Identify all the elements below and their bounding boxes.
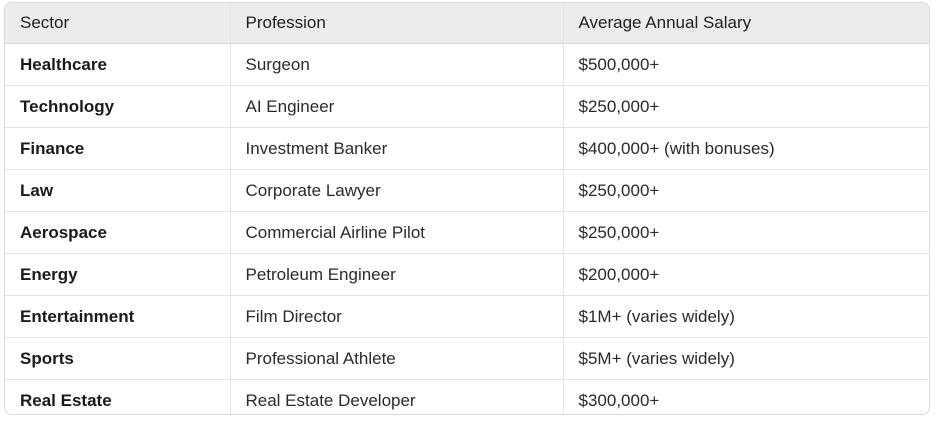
cell-sector: Law — [5, 169, 230, 212]
table-row: Aerospace Commercial Airline Pilot $250,… — [5, 211, 929, 254]
table-row: Sports Professional Athlete $5M+ (varies… — [5, 337, 929, 380]
cell-sector: Entertainment — [5, 295, 230, 338]
cell-profession: Surgeon — [229, 43, 563, 86]
cell-sector: Real Estate — [20, 390, 112, 410]
cell-profession: Film Director — [229, 295, 563, 338]
cell-salary: $400,000+ (with bonuses) — [562, 127, 929, 170]
cell-profession: Petroleum Engineer — [229, 253, 563, 296]
header-profession: Profession — [229, 3, 563, 44]
cell-salary: $200,000+ — [562, 253, 929, 296]
cell-salary: $250,000+ — [562, 85, 929, 128]
cell-profession: Corporate Lawyer — [229, 169, 563, 212]
header-salary: Average Annual Salary — [562, 3, 929, 44]
table-row: Real Estate Real Estate Developer $300,0… — [5, 379, 929, 414]
table-header-row: Sector Profession Average Annual Salary — [5, 3, 929, 44]
table-row: Finance Investment Banker $400,000+ (wit… — [5, 127, 929, 170]
table-row: Law Corporate Lawyer $250,000+ — [5, 169, 929, 212]
cell-salary: $250,000+ — [562, 211, 929, 254]
table-row: Energy Petroleum Engineer $200,000+ — [5, 253, 929, 296]
cell-salary: $300,000+ — [562, 379, 929, 414]
cell-profession: Professional Athlete — [229, 337, 563, 380]
header-sector: Sector — [5, 3, 230, 44]
table-row: Technology AI Engineer $250,000+ — [5, 85, 929, 128]
cell-sector: Healthcare — [5, 43, 230, 86]
cell-salary: $250,000+ — [562, 169, 929, 212]
table-row: Healthcare Surgeon $500,000+ — [5, 43, 929, 86]
cell-profession: Investment Banker — [229, 127, 563, 170]
table-row: Entertainment Film Director $1M+ (varies… — [5, 295, 929, 338]
cell-sector: Finance — [5, 127, 230, 170]
cell-profession: Commercial Airline Pilot — [229, 211, 563, 254]
cell-profession: AI Engineer — [229, 85, 563, 128]
cell-salary: $1M+ (varies widely) — [562, 295, 929, 338]
cell-salary: $5M+ (varies widely) — [562, 337, 929, 380]
cell-sector: Energy — [5, 253, 230, 296]
cell-salary: $500,000+ — [562, 43, 929, 86]
cell-sector: Sports — [5, 337, 230, 380]
cell-sector: Aerospace — [5, 211, 230, 254]
cell-sector: Technology — [5, 85, 230, 128]
salary-table-container: Sector Profession Average Annual Salary … — [4, 2, 930, 415]
cell-profession: Real Estate Developer — [229, 379, 563, 414]
salary-table: Sector Profession Average Annual Salary … — [5, 3, 929, 414]
